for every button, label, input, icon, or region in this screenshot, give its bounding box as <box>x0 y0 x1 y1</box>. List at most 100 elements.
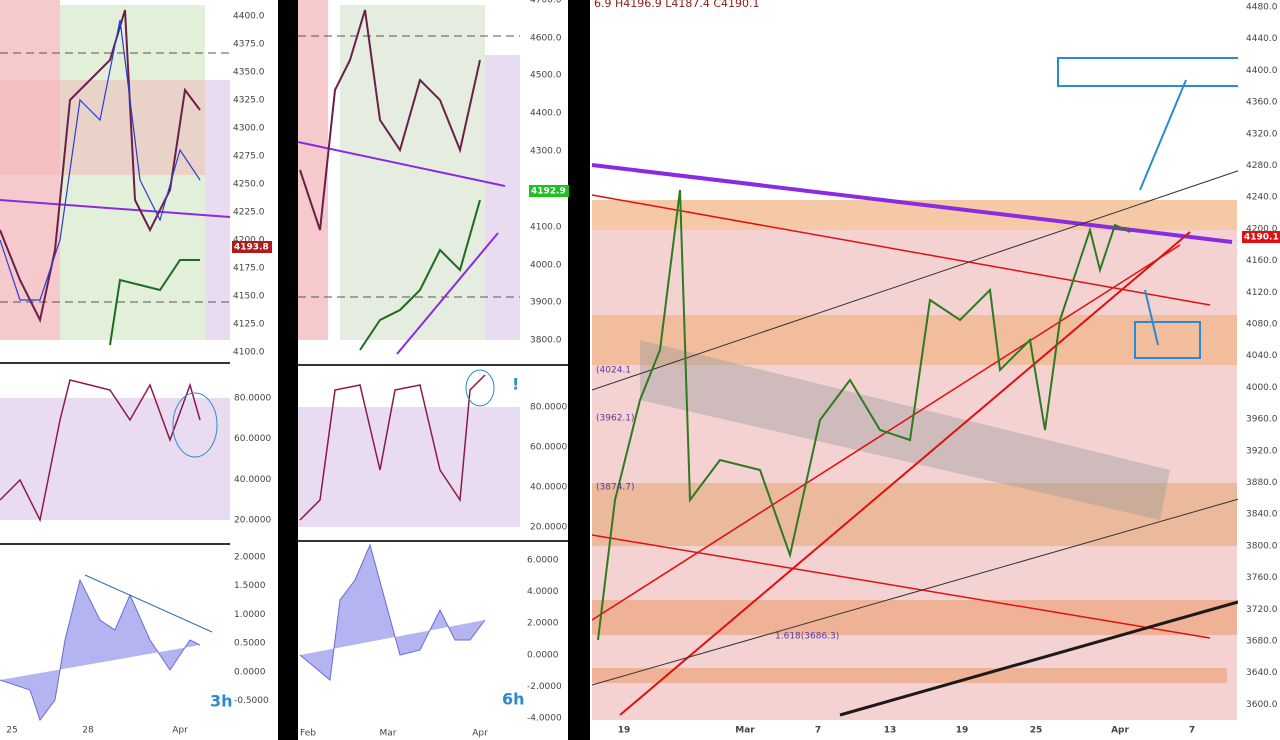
price-label: 4440.0 <box>1246 34 1278 44</box>
price-label: 4250.0 <box>233 180 265 190</box>
zone <box>592 483 1237 546</box>
price-label: 4320.0 <box>1246 129 1278 139</box>
price-label: 4280.0 <box>1246 161 1278 171</box>
zone <box>592 600 1237 635</box>
price-tag <box>232 241 272 253</box>
oscillator-label: 40.0000 <box>234 475 271 485</box>
oscillator-label: 80.0000 <box>234 394 271 404</box>
arrow <box>1139 79 1187 191</box>
histogram-label: 1.0000 <box>234 610 266 620</box>
price-label: 3800.0 <box>1246 541 1278 551</box>
highlight <box>172 392 218 458</box>
histogram-label: -0.5000 <box>234 696 269 706</box>
annotation: (4024.1 <box>596 366 631 376</box>
time-label: Mar <box>380 729 397 739</box>
price-line <box>359 199 481 351</box>
time-label: 19 <box>618 726 631 736</box>
time-label: Mar <box>735 726 755 736</box>
oscillator-label: 20.0000 <box>234 516 271 526</box>
histogram <box>0 578 201 722</box>
price-label: 4100.0 <box>530 223 562 233</box>
oscillator-label: 60.0000 <box>530 443 567 453</box>
histogram-label: 4.0000 <box>527 587 559 597</box>
indicator-line <box>0 9 201 323</box>
histogram-label: 2.0000 <box>527 619 559 629</box>
time-label: 25 <box>1030 726 1043 736</box>
price-label: 3900.0 <box>530 298 562 308</box>
price-label: 3880.0 <box>1246 478 1278 488</box>
price-label: 4325.0 <box>233 96 265 106</box>
price-label: 4160.0 <box>1246 256 1278 266</box>
time-label: 25 <box>6 726 17 736</box>
timeframe: 6h <box>502 690 525 709</box>
time-label: Feb <box>300 729 316 739</box>
price-label: 4225.0 <box>233 208 265 218</box>
divider <box>0 543 230 545</box>
last-price: 4192.9 <box>531 187 566 197</box>
note: ! <box>512 375 519 394</box>
trendline <box>591 489 1271 686</box>
panel-3h <box>0 0 278 740</box>
oscillator-line <box>299 374 486 521</box>
price-label: 4300.0 <box>233 124 265 134</box>
divider <box>0 362 230 364</box>
divider <box>298 540 568 542</box>
price-label: 4400.0 <box>1246 66 1278 76</box>
price-label: 4200.0 <box>233 236 265 246</box>
zone <box>205 80 230 340</box>
timeframe: 3h <box>210 692 233 711</box>
arrow <box>1144 289 1159 346</box>
trendline <box>0 199 231 218</box>
histogram-label: 0.0000 <box>234 667 266 677</box>
price-label: 4125.0 <box>233 320 265 330</box>
price-label: 4200.0 <box>1246 224 1278 234</box>
last-price: 4190.1 <box>1244 233 1279 243</box>
zone <box>592 668 1227 683</box>
time-label: Apr <box>1111 726 1129 736</box>
oscillator-label: 40.0000 <box>530 483 567 493</box>
time-label: 28 <box>82 726 94 736</box>
target-box <box>1134 321 1201 359</box>
price-label: 3600.0 <box>1246 700 1278 710</box>
price-label: 4150.0 <box>233 292 265 302</box>
channel <box>640 340 1170 520</box>
trendline <box>619 231 1191 716</box>
price-label: 4500.0 <box>530 71 562 81</box>
histogram-label: -2.0000 <box>527 682 562 692</box>
price-label: 4175.0 <box>233 264 265 274</box>
price-label: 4375.0 <box>233 40 265 50</box>
indicator-line <box>299 9 481 231</box>
price-label: 4100.0 <box>233 348 265 358</box>
oscillator-label: 60.0000 <box>234 434 271 444</box>
highlight <box>465 369 495 407</box>
last-price: 4193.8 <box>234 243 269 253</box>
price-label: 4400.0 <box>530 109 562 119</box>
time-label: 19 <box>956 726 969 736</box>
trendline <box>84 574 213 633</box>
price-line <box>597 189 1131 641</box>
trendline <box>591 159 1271 391</box>
price-tag <box>529 185 569 197</box>
price-label: 4400.0 <box>233 12 265 22</box>
time-label: Apr <box>472 729 488 739</box>
price-label: 4350.0 <box>233 68 265 78</box>
histogram-label: -4.0000 <box>527 714 562 724</box>
panel-main <box>590 0 1280 740</box>
trendline <box>396 232 499 355</box>
histogram-label: 6.0000 <box>527 556 559 566</box>
zone <box>340 5 485 340</box>
divider <box>298 364 568 366</box>
price-label: 4000.0 <box>530 261 562 271</box>
time-label: Apr <box>172 726 188 736</box>
price-label: 4480.0 <box>1246 3 1278 13</box>
price-label: 4040.0 <box>1246 351 1278 361</box>
trendline <box>591 194 1211 306</box>
zone <box>0 80 230 175</box>
oscillator-zone <box>0 398 230 520</box>
trendline <box>839 600 1239 717</box>
price-label: 4240.0 <box>1246 193 1278 203</box>
price-label: 3840.0 <box>1246 510 1278 520</box>
price-label: 3800.0 <box>530 336 562 346</box>
price-label: 4360.0 <box>1246 98 1278 108</box>
